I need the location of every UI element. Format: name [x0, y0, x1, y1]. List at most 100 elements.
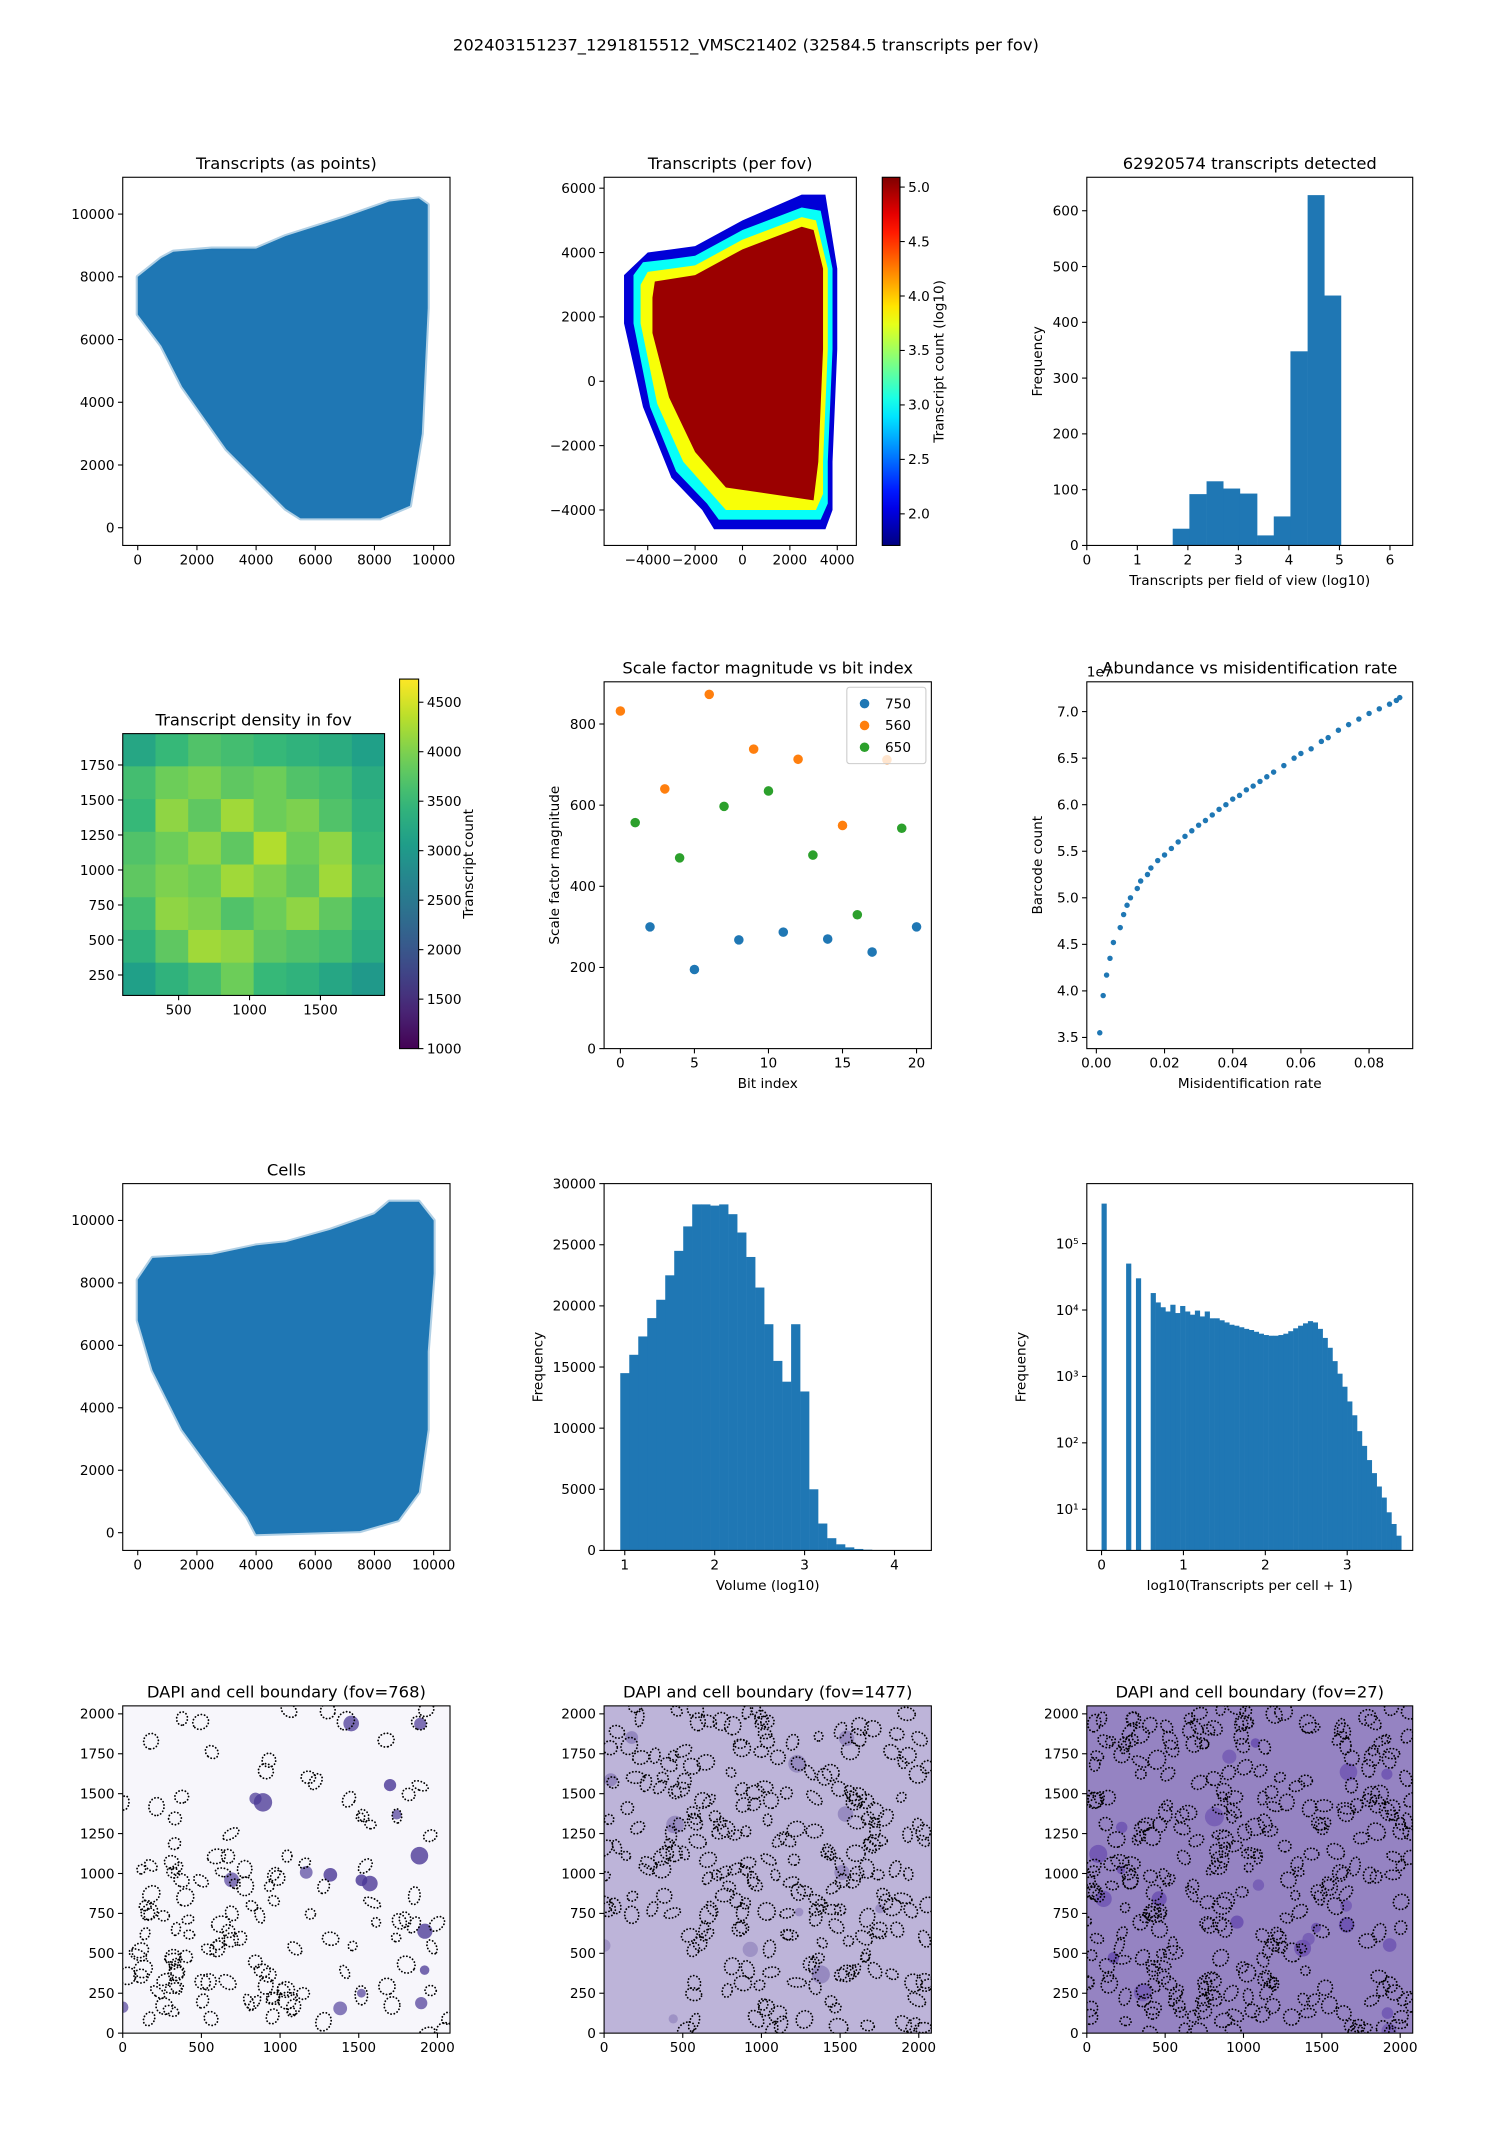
cell-boundary [1204, 1972, 1223, 1989]
cell-boundary [1117, 1737, 1132, 1751]
y-tick-label: 2000 [80, 1463, 115, 1479]
point [1103, 972, 1110, 978]
hist-bar [1194, 1310, 1201, 1551]
cell-boundary [357, 1858, 374, 1875]
cell-boundary [175, 1887, 195, 1907]
hist-bar [1273, 1335, 1279, 1551]
cell-boundary [140, 1902, 159, 1922]
cell-boundary [689, 1712, 707, 1732]
cell-boundary [611, 1838, 623, 1855]
x-tick-label: 0.00 [1081, 1056, 1111, 1072]
cell-boundary [828, 2017, 849, 2034]
heat-cell [319, 962, 353, 996]
cell-boundary [1303, 1847, 1320, 1861]
cell-boundary [749, 1705, 762, 1719]
cell-boundary [701, 1871, 714, 1886]
cell-boundary [1282, 1942, 1302, 1963]
cell-boundary [1367, 1745, 1379, 1757]
cell-boundary [828, 1918, 845, 1935]
cell-boundary [1141, 1716, 1158, 1734]
y-tick-label: 1750 [1044, 1747, 1079, 1763]
colorbar-tick-label: 3.5 [908, 343, 930, 359]
cell-boundary [813, 1730, 824, 1742]
hist-bar [1209, 1318, 1215, 1551]
hist-bar [1263, 1335, 1269, 1551]
cell-boundary [165, 1866, 181, 1879]
hist-bar [854, 1548, 864, 1551]
cell-boundary [604, 1739, 619, 1756]
axes-frame [1086, 1705, 1414, 2034]
cell-boundary [390, 1932, 402, 1943]
cell-boundary [370, 1916, 382, 1928]
hist-bar [1322, 1337, 1328, 1551]
hist-bar [836, 1544, 846, 1551]
cell-boundary [269, 1869, 286, 1887]
axes-frame [122, 1183, 451, 1551]
heat-cell [351, 831, 385, 865]
cell-boundary [715, 1865, 733, 1880]
cell-boundary [1205, 1989, 1223, 2007]
cell-boundary [1089, 1932, 1105, 1945]
y-tick-label: 750 [89, 1906, 115, 1922]
x-tick-label: 0 [1097, 1558, 1106, 1574]
cell-boundary [807, 1956, 821, 1975]
cell-boundary [858, 1907, 876, 1928]
cell-boundary [141, 1884, 161, 1904]
axes-title: Scale factor magnitude vs bit index [622, 659, 913, 678]
cell-boundary [1260, 1971, 1276, 1989]
cell-boundary [181, 1914, 195, 1925]
y-axis-label: Frequency [531, 1332, 547, 1402]
cell-boundary [667, 1784, 682, 1800]
point [1236, 792, 1243, 799]
x-tick-label: 15 [834, 1056, 851, 1072]
heat-cell [253, 929, 287, 964]
cell-boundary [1392, 2009, 1410, 2025]
cell-boundary [285, 1998, 302, 2016]
colorbar-tick-label: 4000 [427, 744, 462, 760]
cell-boundary [1338, 1885, 1354, 1902]
colorbar-tick-label: 3000 [427, 843, 462, 859]
cell-boundary [122, 1966, 137, 1986]
cell-boundary [734, 1920, 750, 1935]
y-tick-label: 1250 [1044, 1826, 1079, 1842]
cell-boundary [782, 1929, 794, 1941]
colorbar-label: Transcript count [461, 808, 477, 919]
y-axis-label: Frequency [1030, 326, 1046, 396]
cell-boundary [1135, 1982, 1154, 1999]
cell-boundary [1380, 1733, 1392, 1745]
heat-cell [253, 864, 287, 898]
cell-boundary [667, 1749, 680, 1763]
hist-bar [1386, 1512, 1392, 1551]
heat-cell [286, 897, 320, 931]
y-tick-label: 0 [106, 1525, 115, 1541]
cell-boundary [122, 1794, 130, 1811]
colorbar-tick-label: 5.0 [908, 180, 930, 196]
cell-boundary [168, 1978, 183, 1995]
cell-boundary [753, 1979, 766, 1992]
axes-title: Transcripts (per fov) [647, 154, 813, 173]
cell-boundary [739, 1897, 752, 1910]
cell-boundary [1162, 1945, 1184, 1961]
hist-bar [1396, 1535, 1402, 1551]
cell-boundary [136, 1863, 147, 1875]
cell-boundary [266, 1866, 282, 1882]
cell-boundary [723, 1715, 742, 1736]
cell-boundary [837, 1964, 856, 1983]
hist-bar [1371, 1473, 1377, 1551]
point [1318, 738, 1325, 745]
point [1257, 778, 1263, 785]
cell-boundary [362, 1896, 382, 1909]
cell-boundary [192, 1873, 210, 1888]
x-tick-label: 500 [670, 2040, 696, 2056]
cell-boundary [631, 1749, 650, 1766]
nucleus [356, 1988, 366, 1998]
hist-bar [1180, 1305, 1186, 1551]
cell-boundary [814, 1898, 829, 1913]
cell-boundary [203, 2010, 219, 2027]
cell-boundary [1152, 1959, 1172, 1971]
x-tick-label: 6 [1386, 553, 1395, 569]
cell-boundary [1215, 1705, 1227, 1717]
cell-boundary [209, 1939, 226, 1958]
cell-boundary [699, 1714, 718, 1728]
cell-boundary [1343, 2018, 1357, 2033]
